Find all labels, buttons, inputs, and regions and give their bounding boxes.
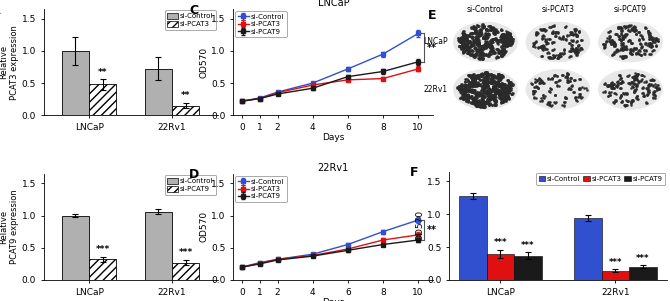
Bar	[62, 51, 89, 115]
Bar	[62, 216, 89, 280]
Text: D: D	[190, 168, 200, 182]
Y-axis label: Relative
PCAT3 expression: Relative PCAT3 expression	[0, 25, 19, 100]
Text: si-PCAT3: si-PCAT3	[541, 5, 574, 14]
Legend: si-Control, si-PCAT9: si-Control, si-PCAT9	[165, 175, 216, 195]
Bar	[89, 84, 117, 115]
Bar	[574, 218, 602, 280]
Text: si-PCAT9: si-PCAT9	[614, 5, 647, 14]
Text: 22Rv1: 22Rv1	[423, 85, 448, 94]
Bar	[145, 212, 172, 280]
Bar	[89, 259, 117, 280]
Bar	[515, 256, 542, 280]
Bar	[172, 106, 199, 115]
Text: **: **	[181, 92, 190, 101]
Bar	[486, 254, 515, 280]
Legend: si-Control, si-PCAT3: si-Control, si-PCAT3	[165, 11, 216, 30]
Circle shape	[454, 70, 517, 109]
Y-axis label: OD570: OD570	[415, 210, 424, 241]
Text: **: **	[427, 225, 437, 235]
Text: LNCaP: LNCaP	[423, 38, 448, 46]
Title: 22Rv1: 22Rv1	[318, 163, 349, 173]
Text: si-Control: si-Control	[467, 5, 504, 14]
Circle shape	[454, 22, 517, 62]
Y-axis label: Relative
PCAT9 expression: Relative PCAT9 expression	[0, 189, 19, 264]
Text: ***: ***	[96, 245, 110, 254]
Text: ***: ***	[521, 241, 535, 250]
Circle shape	[526, 22, 590, 62]
Text: **: **	[427, 43, 437, 53]
Bar	[172, 262, 199, 280]
X-axis label: Days: Days	[322, 133, 344, 142]
Text: ***: ***	[178, 248, 193, 257]
Text: **: **	[98, 68, 108, 77]
Text: C: C	[190, 4, 198, 17]
Text: ***: ***	[636, 254, 650, 263]
Legend: si-Control, si-PCAT3, si-PCAT9: si-Control, si-PCAT3, si-PCAT9	[235, 11, 287, 37]
Bar	[602, 271, 629, 280]
Circle shape	[526, 70, 590, 109]
Text: A: A	[0, 4, 1, 17]
Legend: si-Control, si-PCAT3, si-PCAT9: si-Control, si-PCAT3, si-PCAT9	[235, 176, 287, 202]
Bar	[459, 196, 486, 280]
Text: E: E	[427, 9, 436, 22]
Circle shape	[598, 70, 663, 109]
Bar	[629, 267, 657, 280]
X-axis label: Days: Days	[322, 298, 344, 301]
Text: ***: ***	[608, 258, 622, 267]
Circle shape	[598, 22, 663, 62]
Text: F: F	[410, 166, 419, 179]
Text: B: B	[0, 168, 1, 182]
Legend: si-Control, si-PCAT3, si-PCAT9: si-Control, si-PCAT3, si-PCAT9	[536, 173, 665, 185]
Y-axis label: OD570: OD570	[200, 47, 208, 78]
Text: ***: ***	[494, 238, 507, 247]
Title: LNCaP: LNCaP	[318, 0, 349, 8]
Y-axis label: OD570: OD570	[200, 211, 208, 242]
Bar	[145, 69, 172, 115]
